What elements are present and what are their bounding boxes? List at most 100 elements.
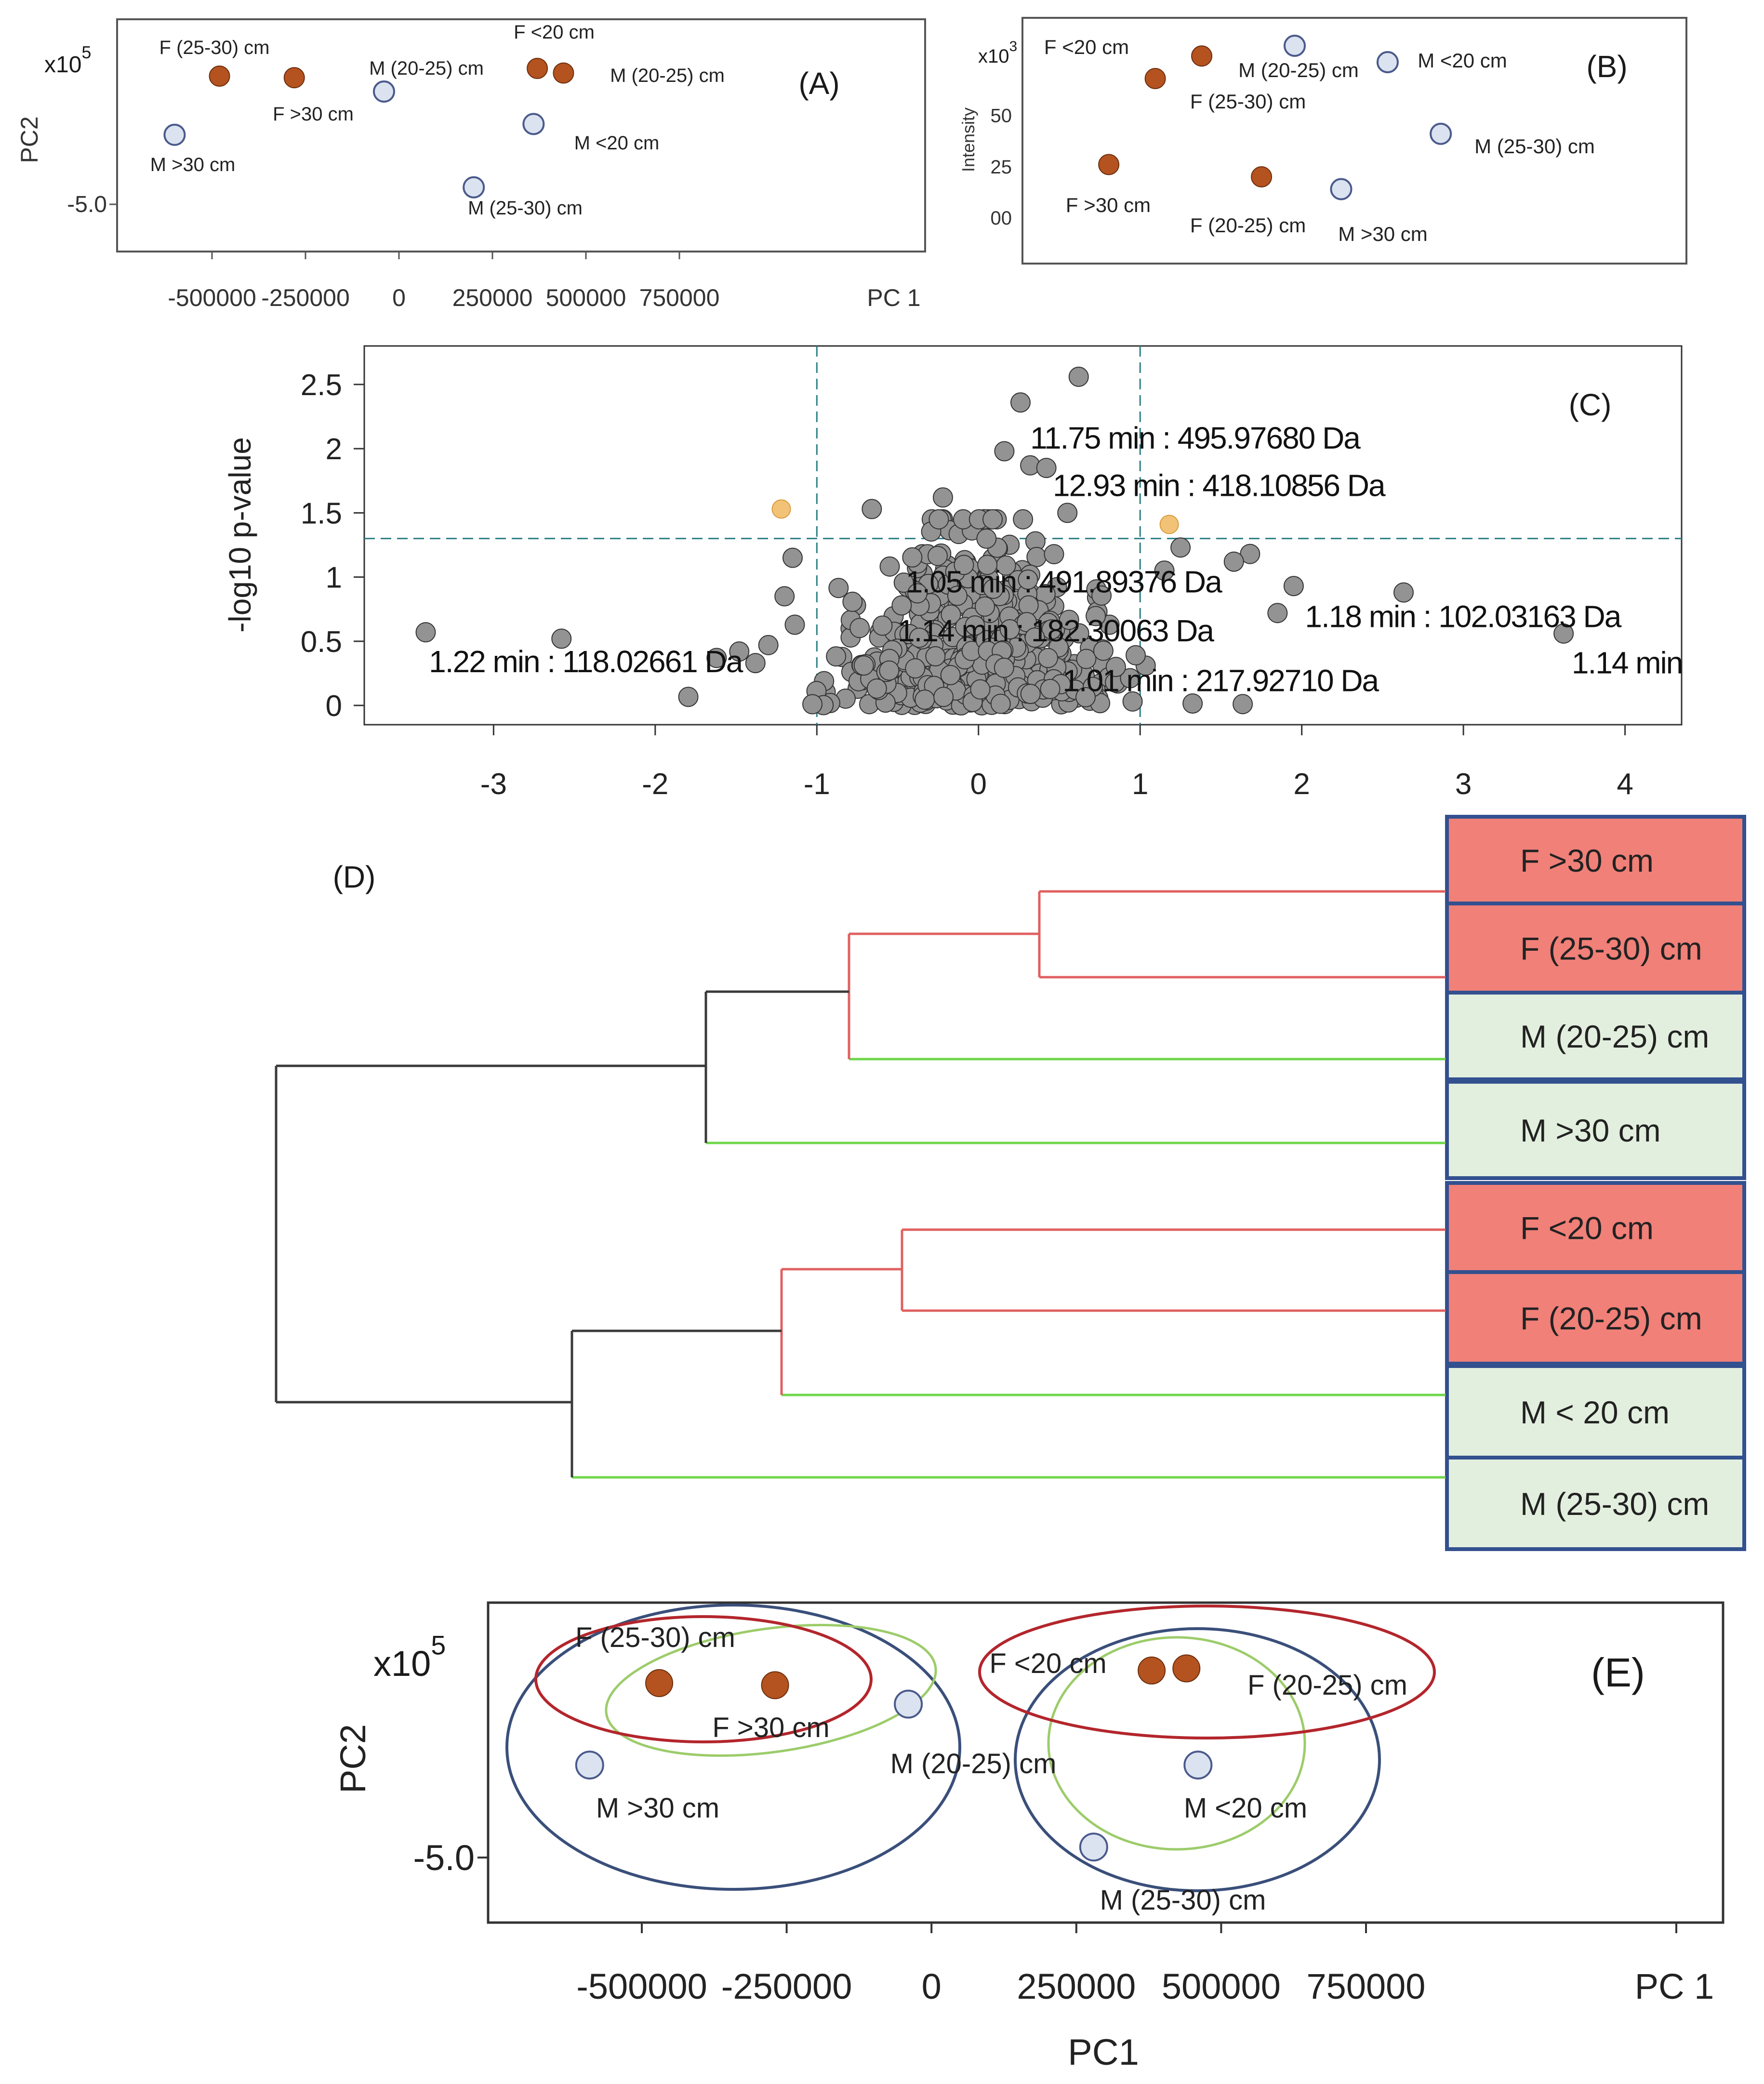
panel-c-label: (C)	[1569, 387, 1612, 422]
panel-c-data-point	[1024, 627, 1045, 648]
panel-d-leaf-label: M (25-30) cm	[1520, 1486, 1709, 1522]
panel-c-y-tick-label: 0.5	[301, 625, 342, 659]
panel-c-data-point	[940, 664, 961, 685]
panel-a-point-label: F >30 cm	[273, 104, 354, 125]
panel-c-data-point	[909, 627, 929, 648]
panel-d-leaf-box	[1445, 991, 1746, 1081]
panel-c-data-point	[915, 689, 935, 710]
panel-e-point	[761, 1671, 789, 1699]
panel-c-highlight-point	[1159, 515, 1179, 534]
panel-c-data-point	[784, 614, 805, 635]
panel-c-data-point	[990, 693, 1011, 714]
panel-a-label: (A)	[798, 66, 839, 101]
panel-c-data-point	[1093, 640, 1114, 661]
panel-c-data-point	[1122, 691, 1143, 712]
panel-c-data-point	[1283, 576, 1304, 597]
panel-e-x-tick-label: 0	[922, 1966, 942, 2006]
panel-c-y-tick-label: 1	[326, 561, 342, 595]
panel-e-point-label: F >30 cm	[712, 1712, 829, 1743]
panel-c-data-point	[1038, 648, 1059, 668]
panel-b-point-label: F <20 cm	[1044, 36, 1129, 58]
panel-c-data-point	[842, 591, 863, 612]
panel-c-data-point	[970, 679, 991, 700]
panel-c-y-tick-label: 0	[326, 690, 342, 723]
panel-a-y-tick-label: -5.0	[67, 192, 107, 217]
panel-c-data-point	[706, 648, 727, 668]
panel-d-label: (D)	[333, 860, 376, 894]
panel-a-point-label: M (25-30) cm	[468, 198, 583, 219]
panel-b-point	[1191, 45, 1213, 67]
panel-b-point-label: M <20 cm	[1418, 49, 1507, 72]
panel-a-point-label: F <20 cm	[514, 22, 595, 43]
panel-b-point	[1251, 166, 1273, 187]
panel-c-annotation: 1.01 min : 217.92710 Da	[1062, 664, 1379, 698]
panel-e-point	[1183, 1751, 1213, 1780]
panel-d-leaf-label: M < 20 cm	[1520, 1394, 1670, 1430]
panel-d-leaf-label: M (20-25) cm	[1520, 1019, 1709, 1054]
panel-c-data-point	[1105, 657, 1126, 677]
panel-b-point-label: F (20-25) cm	[1190, 214, 1306, 237]
panel-c-data-point	[1026, 547, 1047, 568]
panel-e-point-label: M (20-25) cm	[890, 1748, 1057, 1779]
panel-c-data-point	[1059, 610, 1079, 630]
panel-b-y-tick-label: 50	[991, 106, 1012, 127]
panel-d-leaf-label: F (25-30) cm	[1520, 931, 1702, 967]
panel-c-data-point	[982, 509, 1003, 530]
panel-c-annotation: 1.05 min : 491.89376 Da	[906, 565, 1222, 599]
panel-c-volcano-plot: -3 -2 -1 0 1 2 3 4 0 0.5 1 1.5 2 2.5 -log10 p-value (C)…	[223, 345, 1683, 801]
panel-c-data-point	[879, 556, 900, 577]
panel-c-data-point	[947, 585, 968, 606]
panel-c-data-point	[1182, 693, 1203, 714]
panel-b-point	[1430, 122, 1452, 145]
panel-e-x-tick-label: 250000	[1017, 1966, 1136, 2006]
panel-c-data-point	[1018, 569, 1038, 590]
panel-c-data-point	[928, 509, 949, 530]
panel-b-point	[1283, 35, 1306, 57]
panel-c-data-point	[902, 547, 923, 568]
panel-a-x-tick-label: 500000	[546, 284, 626, 311]
panel-a-x-tick-label: 250000	[452, 284, 533, 311]
panel-c-data-point	[976, 528, 997, 549]
panel-e-point	[1138, 1656, 1166, 1685]
panel-c-annotation: 1.22 min : 118.02661 Da	[429, 644, 743, 679]
panel-c-data-point	[1086, 606, 1106, 626]
panel-b-y-axis-label: Intensity	[958, 107, 978, 172]
panel-e-ellipse-female-left	[605, 1623, 937, 1757]
panel-a-point	[372, 80, 395, 103]
panel-c-data-point	[941, 604, 961, 625]
panel-c-data-point	[974, 596, 995, 617]
panel-c-data-point	[415, 622, 436, 643]
panel-c-data-point	[1223, 551, 1244, 572]
panel-c-data-point	[1267, 603, 1288, 624]
panel-d-leaf-label: F (20-25) cm	[1520, 1301, 1702, 1336]
panel-c-data-point	[905, 658, 926, 679]
panel-b-point-label: M >30 cm	[1338, 223, 1428, 245]
panel-c-data-point	[1013, 509, 1034, 530]
panel-d-leaf-label: F >30 cm	[1520, 843, 1654, 878]
panel-c-data-point	[729, 641, 750, 662]
panel-c-data-point	[782, 547, 803, 568]
panel-d-leaf-box	[1445, 1080, 1746, 1180]
panel-e-y-axis-label: PC2	[333, 1724, 373, 1793]
panel-a-point-label: M <20 cm	[574, 133, 660, 154]
panel-c-x-tick-label: 2	[1293, 768, 1310, 801]
panel-e-point	[645, 1669, 674, 1697]
panel-c-data-point	[758, 635, 779, 655]
panel-b-intensity-plot: 50 25 00 x103 Intensity (B) F <20 cm M (20-25) …	[958, 17, 1687, 265]
panel-c-data-point	[999, 619, 1020, 640]
panel-c-annotation: 1.18 min : 102.03163 Da	[1305, 599, 1621, 634]
panel-b-point-label: M (20-25) cm	[1238, 59, 1359, 81]
panel-c-data-point	[872, 615, 893, 636]
panel-c-data-point	[954, 555, 974, 575]
panel-c-data-point	[1040, 678, 1061, 699]
panel-e-point-label: F <20 cm	[989, 1648, 1106, 1679]
panel-c-frame	[363, 345, 1683, 726]
panel-a-point	[527, 57, 548, 79]
panel-d-leaf-box	[1445, 902, 1746, 995]
panel-c-data-point	[1041, 619, 1062, 640]
panel-c-x-tick-label: 1	[1132, 768, 1148, 801]
panel-e-ellipse-female-right	[1047, 1636, 1306, 1851]
panel-e-pca-clusters: -500000 -250000 0 250000 500000 750000 PC 1 PC1…	[333, 1601, 1724, 2073]
panel-a-point	[553, 62, 574, 84]
